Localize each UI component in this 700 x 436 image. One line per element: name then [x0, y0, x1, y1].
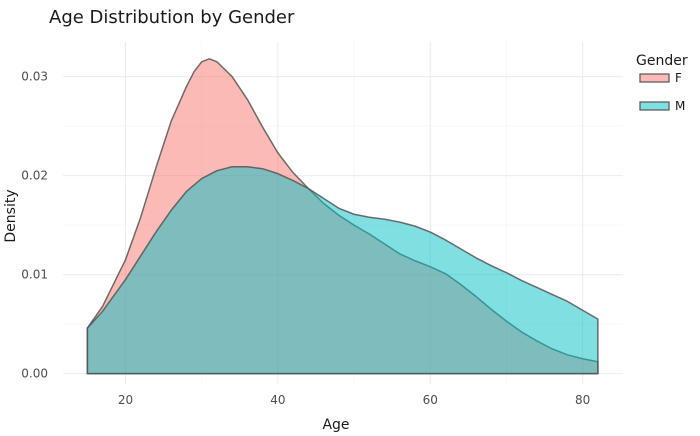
legend-label-f: F [675, 71, 682, 85]
legend: Gender FM [636, 53, 688, 113]
legend-item-m: M [639, 99, 685, 113]
density-areas [86, 58, 599, 375]
y-axis-ticks: 0.00 0.01 0.02 0.03 [21, 70, 48, 381]
y-tick-label: 0.01 [21, 268, 48, 282]
chart-title: Age Distribution by Gender [49, 7, 295, 28]
y-tick-label: 0.03 [21, 70, 48, 84]
legend-label-m: M [675, 99, 685, 113]
density-area-m [86, 165, 599, 375]
x-tick-label: 40 [270, 393, 285, 407]
x-tick-label: 20 [118, 393, 133, 407]
legend-item-f: F [639, 71, 682, 85]
x-tick-label: 60 [423, 393, 438, 407]
x-axis-ticks: 20 40 60 80 [118, 393, 590, 407]
x-tick-label: 80 [575, 393, 590, 407]
y-axis-title: Density [3, 189, 19, 242]
legend-swatch-m [639, 101, 670, 111]
y-tick-label: 0.02 [21, 169, 48, 183]
legend-title: Gender [636, 53, 688, 69]
y-tick-label: 0.00 [21, 367, 48, 381]
legend-swatch-f [639, 73, 670, 83]
x-axis-title: Age [322, 417, 349, 432]
